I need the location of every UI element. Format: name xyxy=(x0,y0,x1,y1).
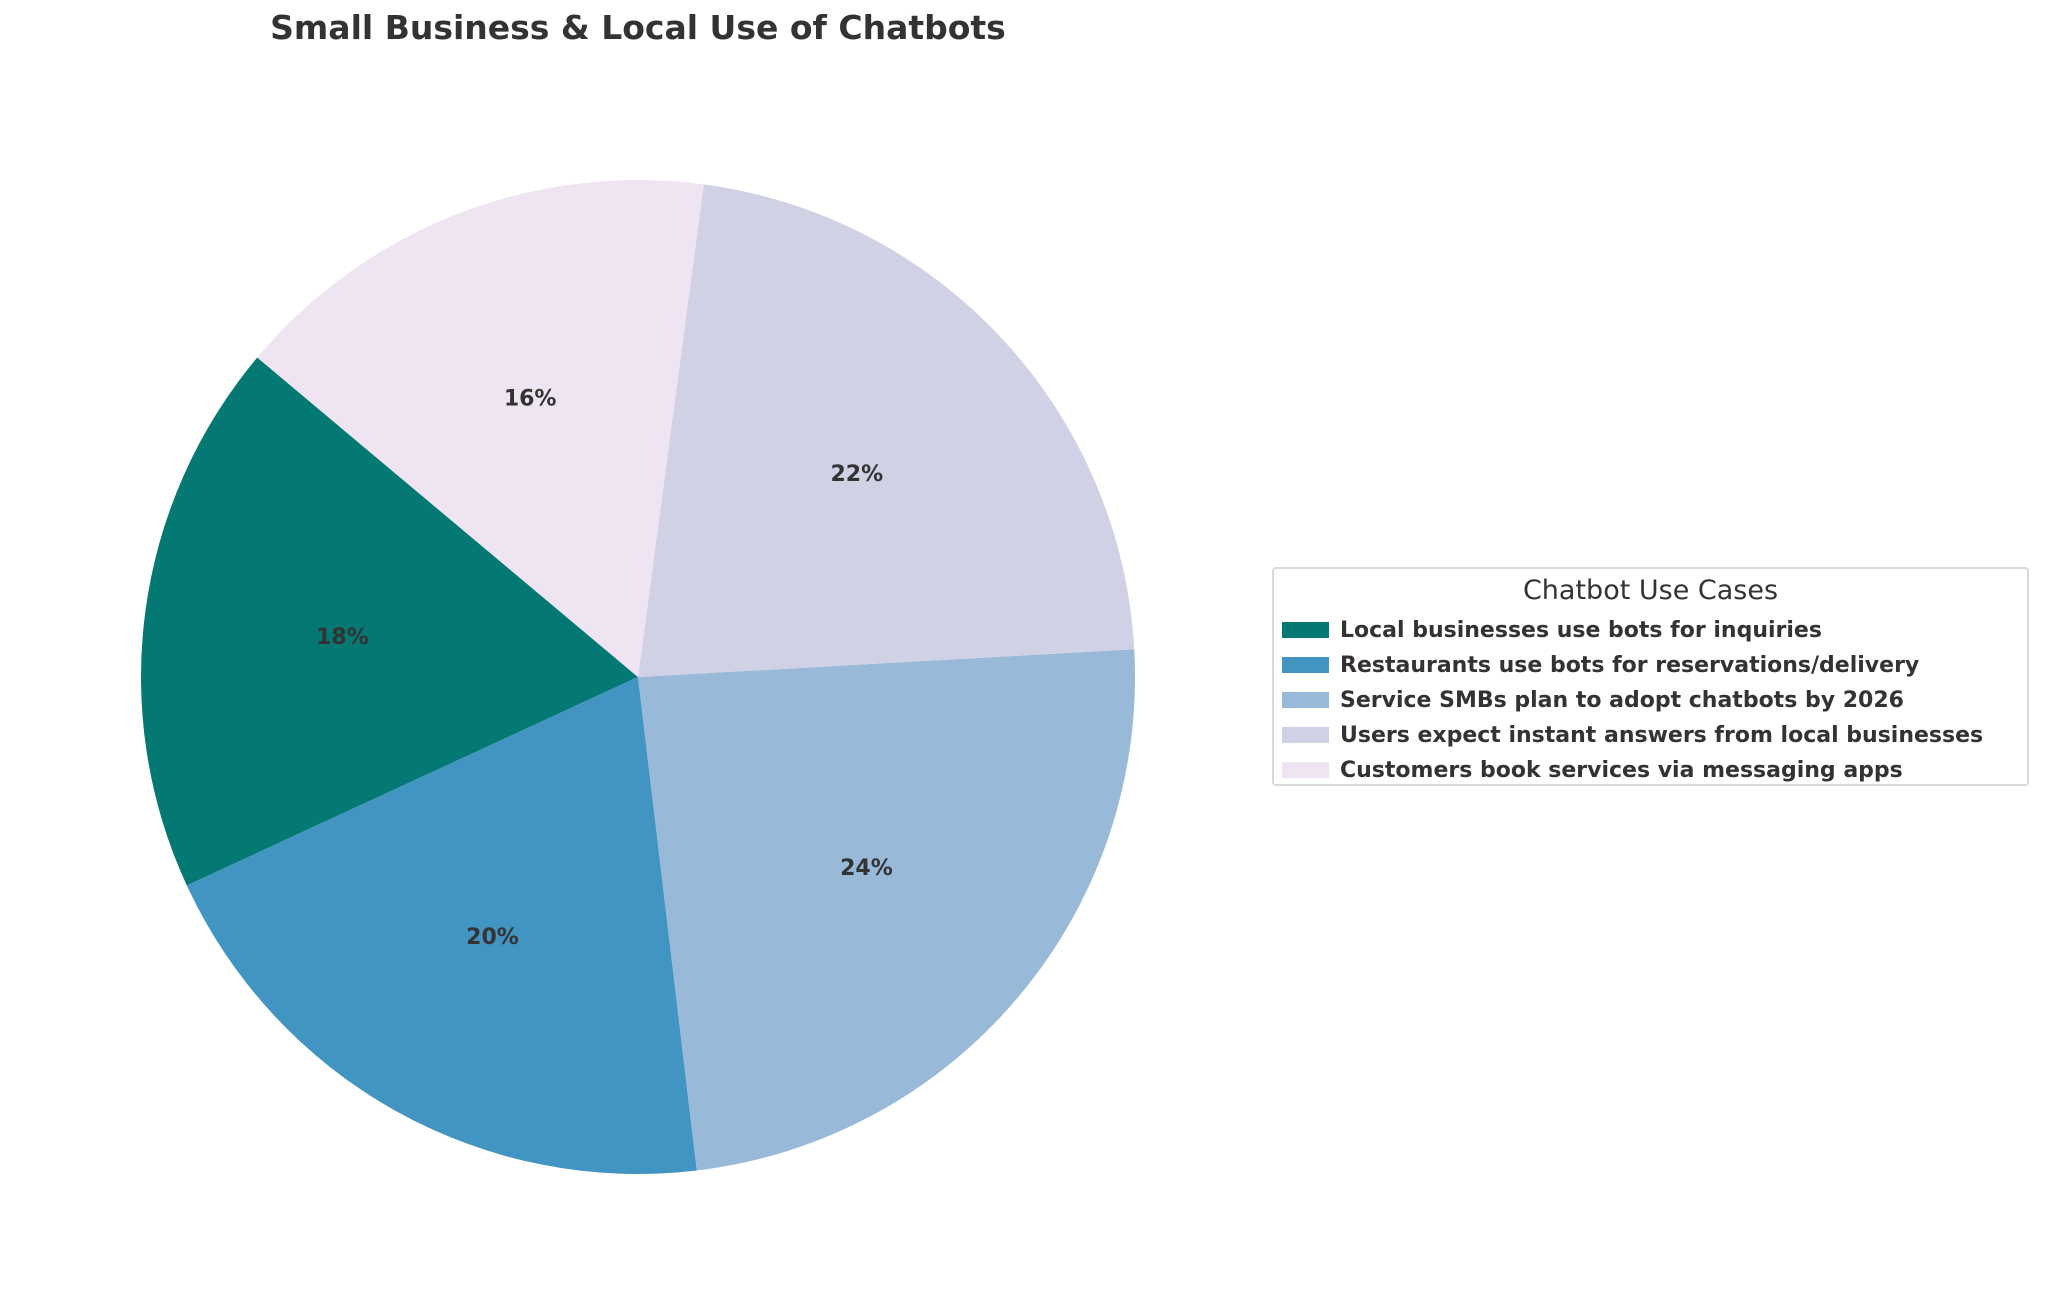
legend-label: Restaurants use bots for reservations/de… xyxy=(1340,652,1920,678)
legend-swatch xyxy=(1282,622,1329,638)
legend-swatch xyxy=(1282,762,1329,778)
pie-slice xyxy=(257,180,704,678)
legend-label: Local businesses use bots for inquiries xyxy=(1340,617,1822,643)
legend-swatch xyxy=(1282,657,1329,673)
legend-label: Service SMBs plan to adopt chatbots by 2… xyxy=(1340,687,1904,713)
chart-title: Small Business & Local Use of Chatbots xyxy=(270,8,1006,47)
pie-slice xyxy=(638,649,1135,1171)
legend-item: Local businesses use bots for inquiries xyxy=(1282,615,1822,645)
pie-slice xyxy=(140,357,638,886)
legend-item: Users expect instant answers from local … xyxy=(1282,720,1983,750)
legend-label: Users expect instant answers from local … xyxy=(1340,722,1984,748)
slice-percent-label: 24% xyxy=(840,856,893,881)
legend-swatch xyxy=(1282,692,1329,708)
slice-percent-label: 20% xyxy=(466,925,519,950)
slice-percent-label: 16% xyxy=(504,386,557,411)
legend: Chatbot Use Cases Local businesses use b… xyxy=(1272,567,2029,786)
legend-swatch xyxy=(1282,727,1329,743)
legend-item: Customers book services via messaging ap… xyxy=(1282,755,1903,785)
pie-chart: 18% 20% 24% 22% 16% xyxy=(140,180,1135,1175)
legend-item: Restaurants use bots for reservations/de… xyxy=(1282,650,1919,680)
pie-slice xyxy=(638,184,1135,677)
legend-title: Chatbot Use Cases xyxy=(1522,575,1779,606)
slice-percent-label: 22% xyxy=(830,462,883,487)
legend-label: Customers book services via messaging ap… xyxy=(1340,757,1903,783)
pie-slice xyxy=(186,677,697,1175)
legend-item: Service SMBs plan to adopt chatbots by 2… xyxy=(1282,685,1904,715)
slice-percent-label: 18% xyxy=(316,625,369,650)
